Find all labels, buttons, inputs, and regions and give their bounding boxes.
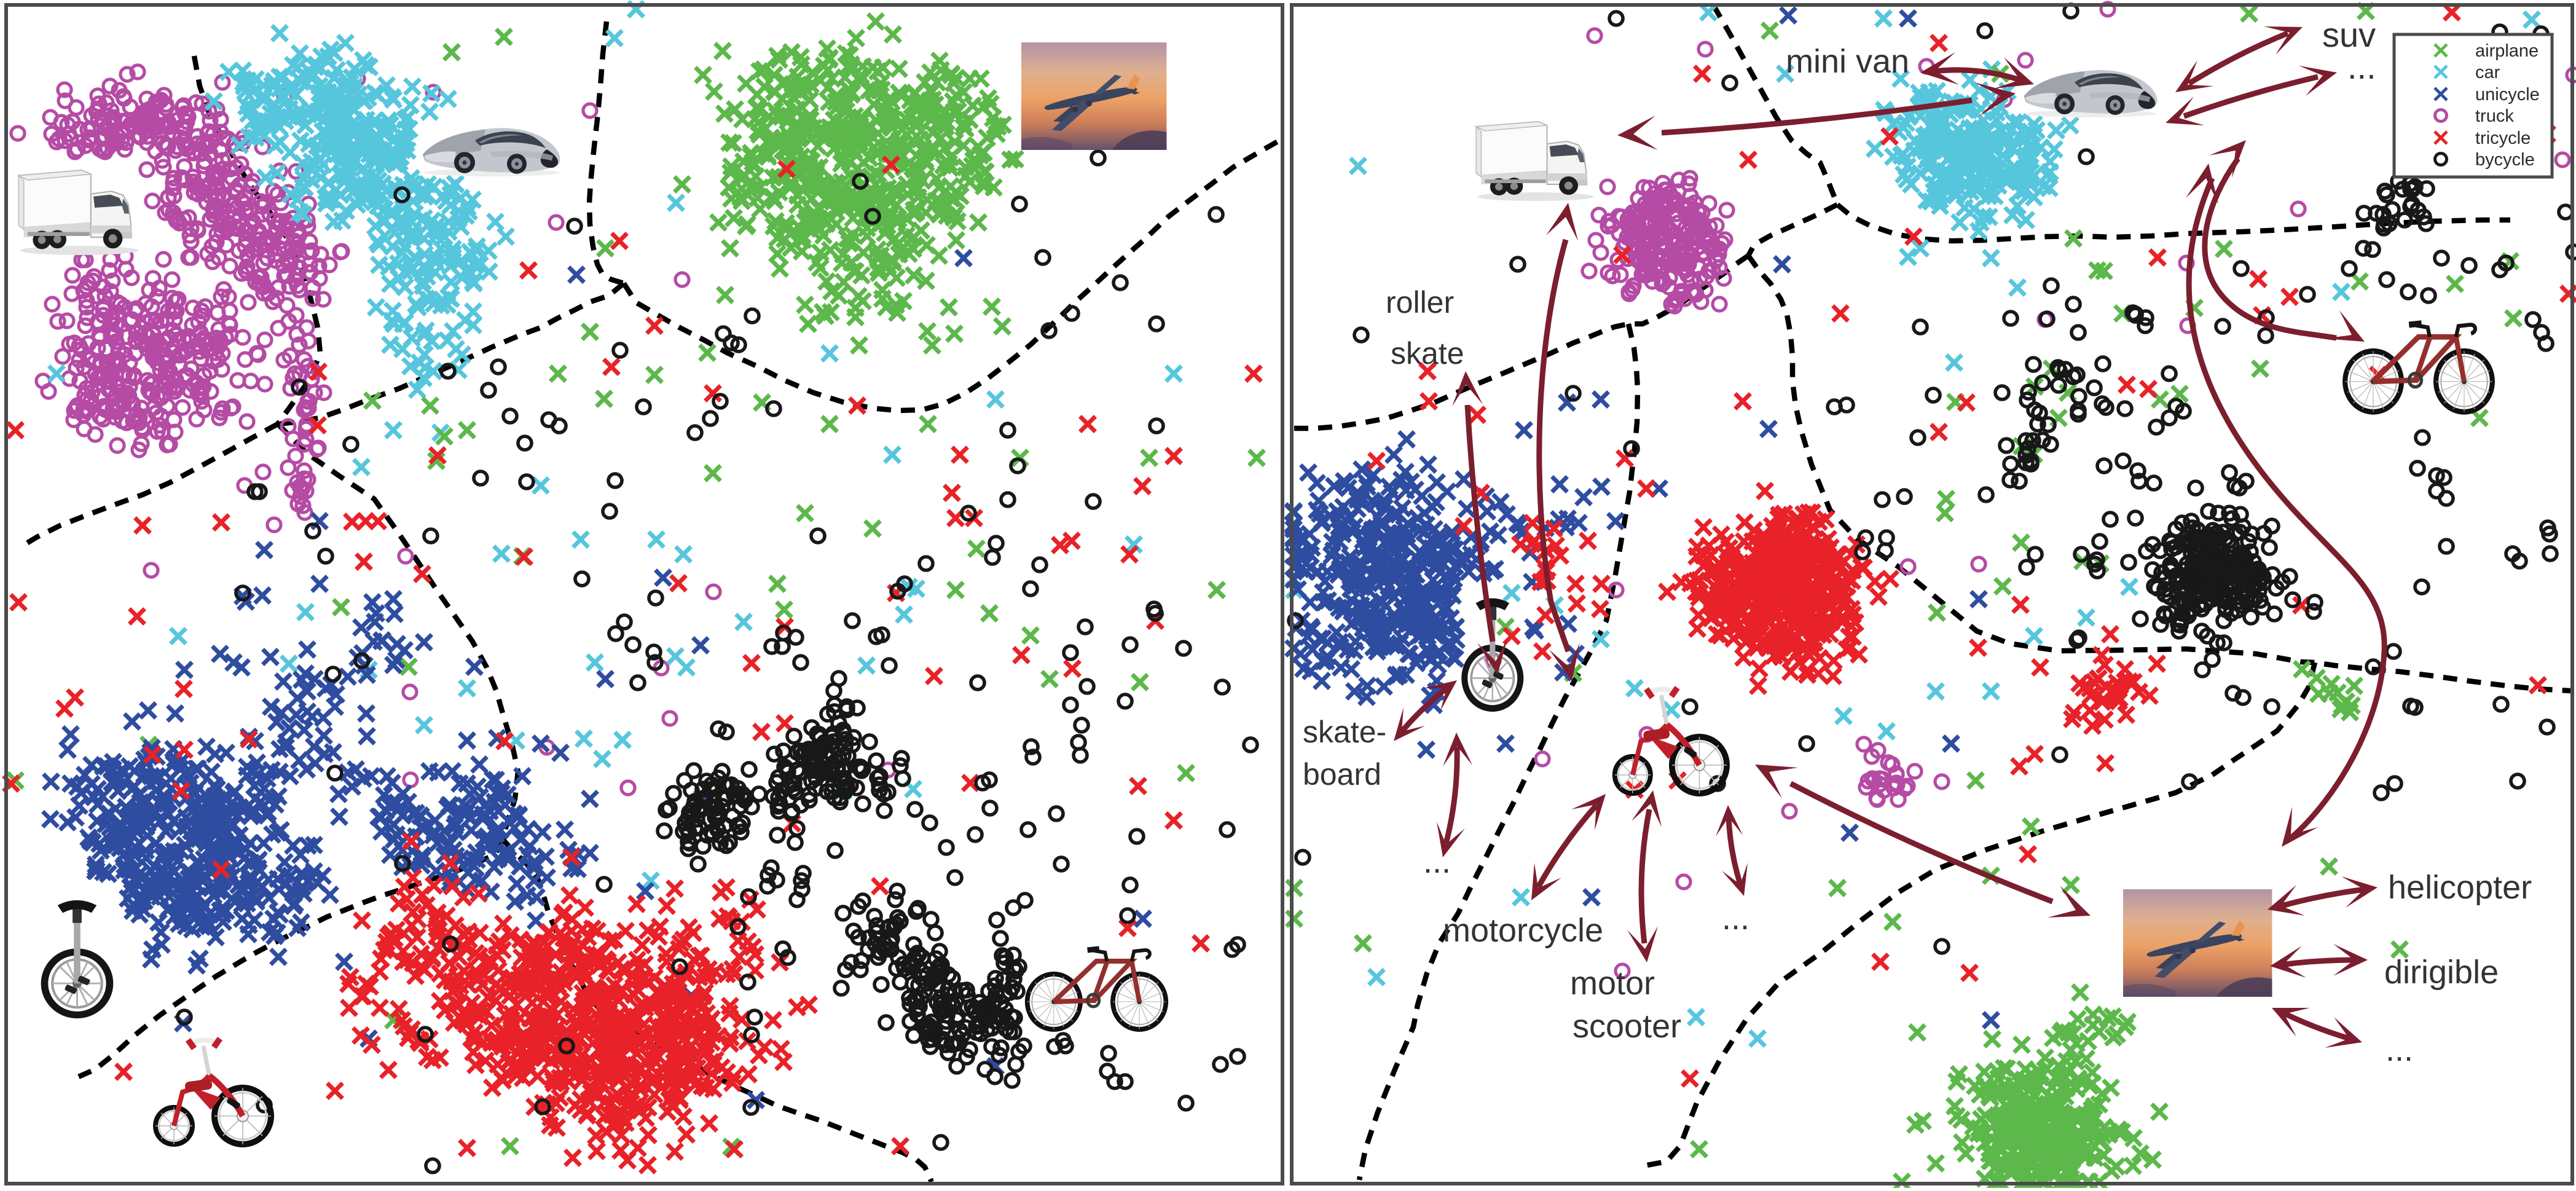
svg-text:bycycle: bycycle <box>2475 150 2535 170</box>
svg-text:suv: suv <box>2322 15 2376 54</box>
svg-text:...: ... <box>2386 1031 2413 1068</box>
svg-text:unicycle: unicycle <box>2475 85 2540 104</box>
svg-text:car: car <box>2475 63 2500 82</box>
svg-text:scooter: scooter <box>1573 1008 1681 1045</box>
svg-text:...: ... <box>1722 900 1749 937</box>
svg-text:skate: skate <box>1391 336 1464 371</box>
svg-text:...: ... <box>1423 843 1451 880</box>
svg-text:skate-: skate- <box>1303 715 1386 749</box>
svg-text:mini van: mini van <box>1786 43 1909 80</box>
svg-text:airplane: airplane <box>2475 41 2539 61</box>
svg-text:roller: roller <box>1386 285 1454 320</box>
svg-text:dirigible: dirigible <box>2384 954 2499 991</box>
svg-text:motorcycle: motorcycle <box>1443 912 1603 949</box>
svg-text:tricycle: tricycle <box>2475 128 2531 148</box>
svg-text:truck: truck <box>2475 106 2514 126</box>
svg-text:board: board <box>1303 757 1381 792</box>
svg-text:...: ... <box>2347 47 2376 86</box>
svg-text:helicopter: helicopter <box>2388 869 2532 906</box>
svg-text:motor: motor <box>1570 965 1655 1002</box>
